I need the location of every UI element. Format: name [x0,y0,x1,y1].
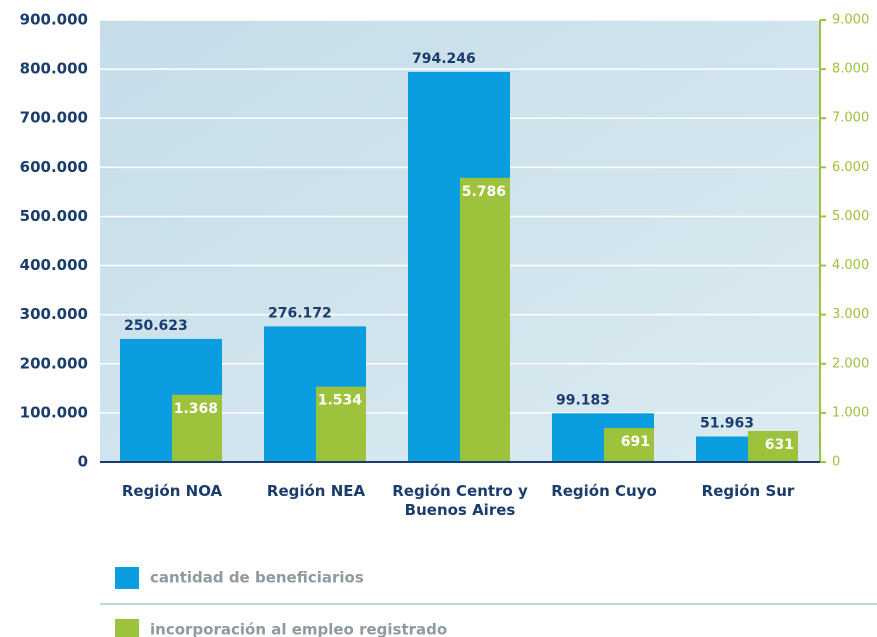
x-tick-label: Región Cuyo [534,482,674,501]
y2-tick-label: 1.000 [832,405,869,420]
data-label: 250.623 [124,318,188,334]
y2-tick-label: 5.000 [832,209,869,224]
y-tick-label: 200.000 [20,354,88,372]
x-tick-label: Región NOA [102,482,242,501]
legend-swatch [115,619,139,637]
y-tick-label: 700.000 [20,109,88,127]
data-label: 51.963 [700,415,754,431]
data-label: 631 [765,437,794,453]
legend-label: incorporación al empleo registrado [150,621,447,637]
y2-tick-label: 6.000 [832,160,869,175]
y2-tick-label: 2.000 [832,356,869,371]
y2-tick-label: 3.000 [832,307,869,322]
y-tick-label: 0 [78,453,88,471]
y2-tick-label: 9.000 [832,13,869,28]
y2-tick-label: 0 [832,455,840,470]
data-label: 276.172 [268,305,332,321]
y-tick-label: 900.000 [20,11,88,29]
x-tick-label: Región Centro y Buenos Aires [390,482,530,520]
y-tick-label: 600.000 [20,158,88,176]
y2-tick-label: 8.000 [832,62,869,77]
y-tick-label: 800.000 [20,60,88,78]
y-tick-label: 100.000 [20,403,88,421]
legend-label: cantidad de beneficiarios [150,569,364,587]
data-label: 99.183 [556,392,610,408]
data-label: 1.368 [174,401,218,417]
x-tick-label: Región Sur [678,482,818,501]
x-tick-label: Región NEA [246,482,386,501]
y2-tick-label: 4.000 [832,258,869,273]
y-tick-label: 500.000 [20,207,88,225]
data-label: 5.786 [462,184,506,200]
y-tick-label: 400.000 [20,256,88,274]
y-tick-label: 300.000 [20,305,88,323]
data-label: 691 [621,434,650,450]
chart-svg: 0 100.000 200.000 300.000 400.000 500.000 600.… [0,0,877,637]
chart: 0 100.000 200.000 300.000 400.000 500.000 600.… [0,0,877,637]
legend-swatch [115,567,139,589]
y2-tick-label: 7.000 [832,111,869,126]
data-label: 1.534 [318,393,363,409]
data-label: 794.246 [412,51,476,67]
bar [460,178,510,462]
